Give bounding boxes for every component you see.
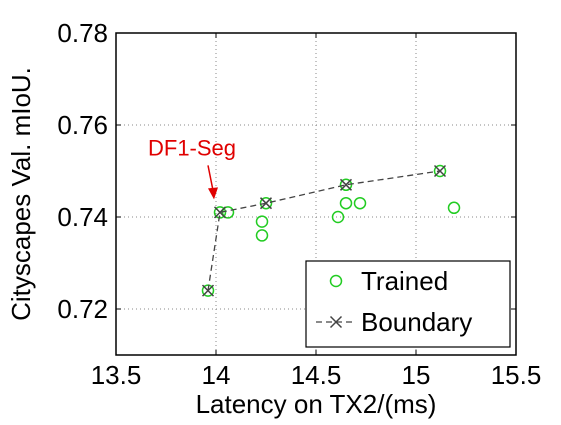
legend-label-boundary: Boundary: [361, 307, 472, 337]
x-tick-label: 15.5: [491, 360, 542, 390]
annotation-label: DF1-Seg: [148, 135, 236, 160]
x-marker-stroke: [259, 197, 273, 210]
data-point-trained: [353, 196, 367, 210]
legend-marker-boundary: [329, 315, 343, 329]
x-tick-label: 14.5: [291, 360, 342, 390]
series: [201, 164, 461, 297]
y-tick-label: 0.74: [57, 202, 108, 232]
data-point-trained: [339, 196, 353, 210]
x-marker-stroke: [339, 178, 353, 191]
annotations: DF1-Seg: [148, 135, 236, 200]
boundary-line: [207, 170, 441, 291]
data-point-trained: [339, 178, 353, 192]
axes: 13.5 14 14.5 15 15.5 0.72 0.74 0.76 0.78 Latency …: [6, 18, 541, 419]
x-marker-stroke: [201, 284, 215, 297]
data-point-boundary: [259, 197, 273, 210]
y-tick-label: 0.72: [57, 294, 108, 324]
series-trained: [201, 164, 461, 297]
y-tick-label: 0.78: [57, 18, 108, 48]
data-point-trained: [213, 206, 227, 219]
data-point-boundary: [213, 206, 227, 219]
data-point-trained: [433, 164, 447, 178]
legend-label-trained: Trained: [361, 266, 448, 296]
annotation-arrow-head: [208, 187, 218, 200]
data-point-trained: [255, 215, 269, 228]
data-point-trained: [259, 196, 273, 210]
y-axis-label: Cityscapes Val. mIoU.: [6, 67, 36, 321]
data-point-trained: [331, 210, 345, 224]
x-marker-stroke: [329, 315, 343, 329]
legend-marker-trained: [329, 274, 343, 288]
annotation-arrow-shaft: [207, 165, 214, 191]
x-marker-stroke: [213, 206, 227, 219]
data-point-boundary: [339, 178, 353, 191]
legend: Trained Boundary: [305, 260, 511, 348]
data-point-boundary: [201, 284, 215, 297]
data-point-boundary: [433, 164, 447, 178]
x-tick-label: 13.5: [91, 360, 142, 390]
data-point-trained: [447, 201, 461, 215]
y-tick-label: 0.76: [57, 110, 108, 140]
series-boundary: [201, 164, 447, 297]
x-tick-label: 15: [402, 360, 431, 390]
x-marker-stroke: [433, 164, 447, 178]
data-point-trained: [201, 284, 215, 297]
x-axis-label: Latency on TX2/(ms): [196, 389, 437, 419]
x-tick-label: 14: [202, 360, 231, 390]
data-point-trained: [255, 229, 269, 242]
legend-box: [305, 260, 511, 348]
